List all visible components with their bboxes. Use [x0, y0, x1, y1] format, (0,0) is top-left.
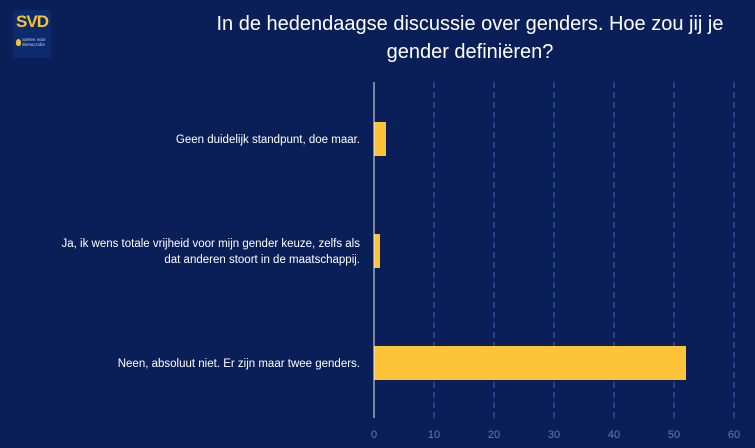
- x-tick-label-60: 60: [728, 429, 740, 441]
- x-tick-label-40: 40: [608, 429, 620, 441]
- bar-1: [374, 234, 380, 268]
- category-label-0-line-0: Geen duidelijk standpunt, doe maar.: [176, 134, 360, 146]
- x-tick-label-50: 50: [668, 429, 680, 441]
- bar-2: [374, 346, 686, 380]
- bar-0: [374, 122, 386, 156]
- chart-title-line-1: In de hedendaagse discussie over genders…: [216, 13, 724, 35]
- logo-text: SVD: [16, 12, 49, 31]
- chart-title: In de hedendaagse discussie over genders…: [190, 10, 750, 66]
- x-tick-label-30: 30: [548, 429, 560, 441]
- svd-logo: SVD samen voor democratie: [13, 10, 51, 58]
- x-tick-label-20: 20: [488, 429, 500, 441]
- chart-title-line-2: gender definiëren?: [386, 41, 554, 63]
- x-tick-label-0: 0: [371, 429, 377, 441]
- x-tick-label-10: 10: [428, 429, 440, 441]
- category-label-1-line-1: dat anderen stoort in de maatschappij.: [164, 254, 360, 266]
- logo-subtitle: samen voor democratie: [22, 37, 46, 47]
- category-label-1-line-0: Ja, ik wens totale vrijheid voor mijn ge…: [61, 238, 360, 250]
- category-label-2-line-0: Neen, absoluut niet. Er zijn maar twee g…: [118, 358, 360, 370]
- logo-figure-icon: [16, 39, 21, 46]
